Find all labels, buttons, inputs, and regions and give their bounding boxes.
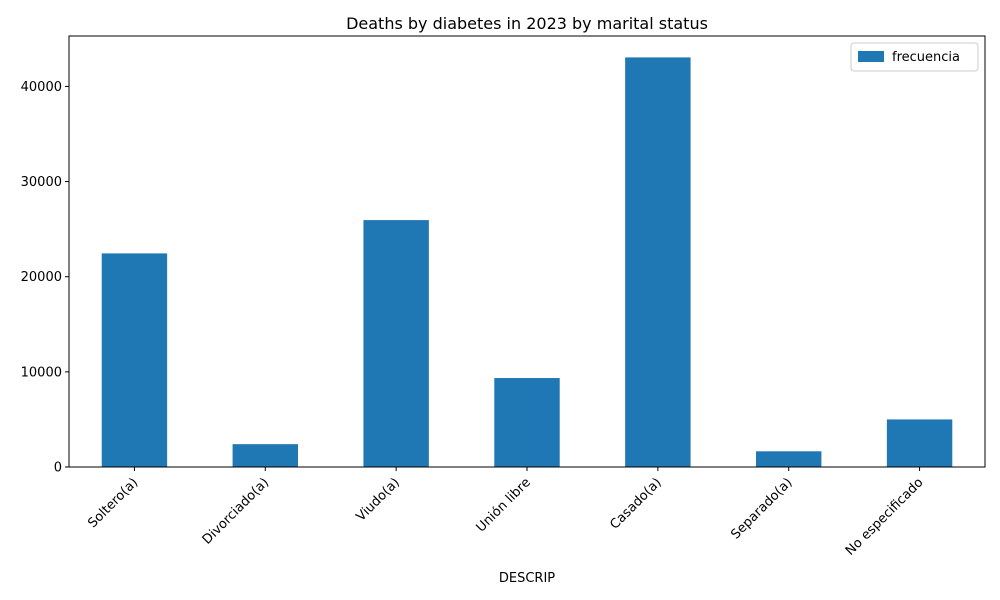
- x-tick-label-4: Casado(a): [607, 475, 664, 532]
- y-tick-label-0: 0: [54, 461, 62, 476]
- bar-6: [886, 419, 953, 467]
- chart-title: Deaths by diabetes in 2023 by marital st…: [346, 14, 708, 33]
- bars-group: [101, 57, 953, 467]
- x-tick-label-3: Unión libre: [474, 475, 534, 535]
- bar-1: [232, 444, 298, 467]
- legend-label: frecuencia: [892, 50, 960, 65]
- bar-4: [625, 57, 691, 467]
- y-tick-label-1: 10000: [21, 365, 62, 380]
- y-tick-label-3: 30000: [21, 175, 62, 190]
- y-tick-label-2: 20000: [21, 270, 62, 285]
- y-axis: 0 10000 20000 30000 40000: [21, 80, 69, 476]
- bar-0: [101, 253, 168, 467]
- plot-frame: [68, 35, 986, 468]
- bar-5: [756, 451, 822, 467]
- bar-3: [494, 378, 560, 467]
- x-tick-label-1: Divorciado(a): [200, 475, 272, 547]
- legend: frecuencia: [850, 42, 979, 72]
- x-tick-label-0: Soltero(a): [85, 475, 141, 531]
- bar-2: [363, 220, 429, 467]
- legend-swatch: [858, 51, 884, 62]
- x-axis: Soltero(a) Divorciado(a) Viudo(a) Unión lib…: [85, 467, 926, 559]
- legend-box: [850, 42, 979, 72]
- x-tick-label-5: Separado(a): [728, 475, 795, 542]
- y-tick-label-4: 40000: [21, 80, 62, 95]
- x-tick-label-2: Viudo(a): [354, 475, 403, 524]
- x-axis-label: DESCRIP: [499, 571, 555, 586]
- x-tick-label-6: No especificado: [843, 475, 927, 559]
